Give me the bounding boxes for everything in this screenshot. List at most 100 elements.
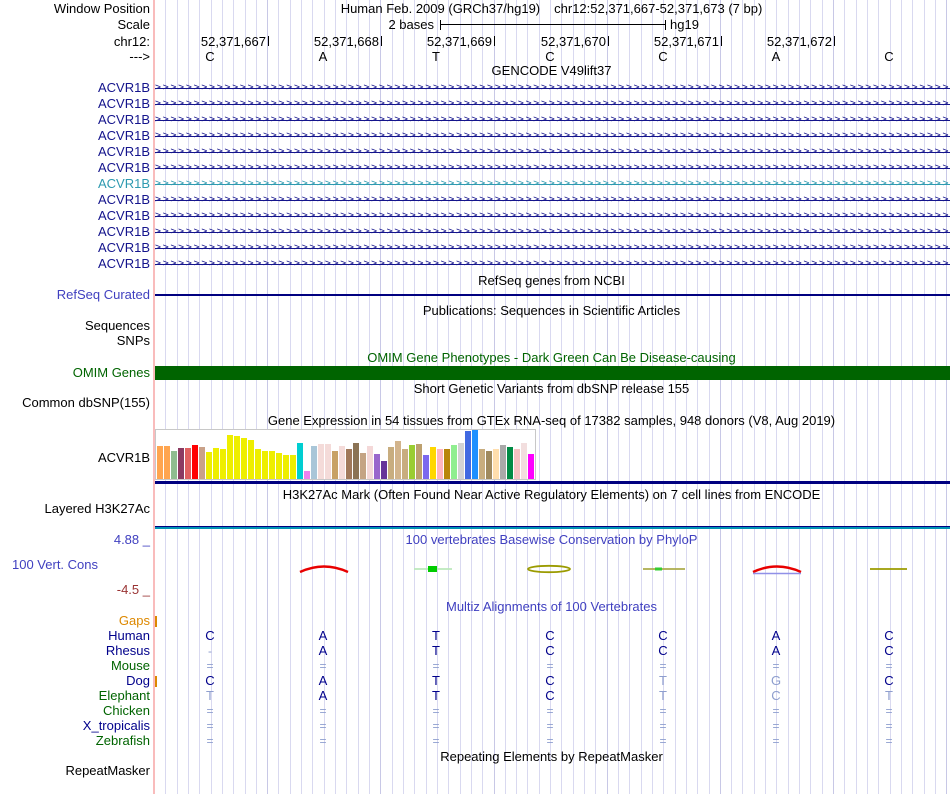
gridline: [844, 0, 845, 794]
transcript-direction-arrows: >>>>>>>>>>>>>>>>>>>>>>>>>>>>>>>>>>>>>>>>…: [155, 162, 950, 173]
multiz-species-label[interactable]: Gaps: [118, 613, 150, 628]
transcript-direction-arrows: >>>>>>>>>>>>>>>>>>>>>>>>>>>>>>>>>>>>>>>>…: [155, 130, 950, 141]
transcript-intron-line: [155, 200, 950, 201]
multiz-species-label[interactable]: Rhesus: [105, 643, 150, 658]
gencode-title: GENCODE V49lift37: [491, 63, 612, 78]
alignment-base: C: [884, 673, 894, 688]
gridline: [709, 0, 710, 794]
alignment-base: =: [885, 704, 893, 718]
alignment-base: C: [771, 688, 781, 703]
conservation-mark: [752, 565, 802, 574]
gtex-tissue-bar: [269, 451, 275, 479]
gtex-tissue-bar: [353, 443, 359, 479]
gtex-tissue-bar: [500, 445, 506, 479]
gtex-tissue-bar: [283, 455, 289, 479]
reference-base: C: [658, 49, 668, 64]
alignment-base: T: [885, 688, 893, 703]
gtex-tissue-bar: [276, 453, 282, 479]
track-label-sequences[interactable]: Sequences: [84, 318, 150, 333]
gridline: [324, 0, 325, 794]
gencode-transcript-label[interactable]: ACVR1B: [97, 224, 150, 239]
multiz-species-label[interactable]: Human: [108, 628, 150, 643]
alignment-gap-tick: [155, 616, 157, 627]
position-tick: [721, 36, 722, 46]
reference-base: C: [545, 49, 555, 64]
gtex-tissue-bar: [472, 430, 478, 479]
multiz-species-label[interactable]: Chicken: [103, 703, 150, 718]
alignment-base: C: [545, 628, 555, 643]
refseq-title: RefSeq genes from NCBI: [478, 273, 625, 288]
h3k27ac-signal-line: [155, 527, 950, 529]
gridline: [924, 0, 925, 794]
transcript-intron-line: [155, 232, 950, 233]
alignment-base: =: [432, 704, 440, 718]
position-number: 52,371,672: [766, 34, 832, 49]
conservation-mark: [655, 567, 662, 571]
gencode-transcript-label[interactable]: ACVR1B: [97, 256, 150, 271]
alignment-base: =: [546, 719, 554, 733]
gridline: [335, 0, 336, 794]
gtex-tissue-bar: [451, 445, 457, 479]
scale-ruler-line: [441, 24, 665, 25]
track-label-100-vert-cons[interactable]: 100 Vert. Cons: [12, 557, 98, 572]
gtex-tissue-bar: [374, 454, 380, 479]
gencode-transcript-label[interactable]: ACVR1B: [97, 128, 150, 143]
alignment-base: G: [770, 673, 782, 688]
gridline: [437, 0, 438, 794]
gencode-transcript-label[interactable]: ACVR1B: [97, 96, 150, 111]
gencode-transcript-label[interactable]: ACVR1B: [97, 208, 150, 223]
alignment-base: T: [432, 643, 440, 658]
gridline: [742, 0, 743, 794]
gridline: [652, 0, 653, 794]
track-label-omim-genes[interactable]: OMIM Genes: [72, 365, 150, 380]
track-label-gtex-gene[interactable]: ACVR1B: [97, 450, 150, 465]
multiz-species-label[interactable]: X_tropicalis: [82, 718, 150, 733]
gridline: [663, 0, 664, 794]
gencode-transcript-label[interactable]: ACVR1B: [97, 160, 150, 175]
gridline: [912, 0, 913, 794]
scale-value: 2 bases: [388, 17, 434, 32]
gencode-transcript-label[interactable]: ACVR1B: [97, 80, 150, 95]
track-label-repeatmasker[interactable]: RepeatMasker: [65, 763, 150, 778]
alignment-base: C: [545, 673, 555, 688]
multiz-species-label[interactable]: Dog: [126, 673, 150, 688]
gridline: [403, 0, 404, 794]
window-position-title: Human Feb. 2009 (GRCh37/hg19) chr12:52,37…: [155, 2, 948, 16]
alignment-base: C: [205, 673, 215, 688]
gencode-transcript-label[interactable]: ACVR1B: [97, 176, 150, 191]
transcript-intron-line: [155, 184, 950, 185]
gridline: [505, 0, 506, 794]
conservation-wiggle-marks: [299, 564, 907, 575]
gencode-transcript-label[interactable]: ACVR1B: [97, 192, 150, 207]
gtex-tissue-bar: [234, 436, 240, 479]
gridline: [301, 0, 302, 794]
gencode-transcript-label[interactable]: ACVR1B: [97, 144, 150, 159]
multiz-species-label[interactable]: Elephant: [98, 688, 150, 703]
alignment-base: =: [206, 659, 214, 673]
track-label-common-dbsnp[interactable]: Common dbSNP(155): [22, 395, 150, 410]
alignment-base: C: [545, 688, 555, 703]
track-label-snps[interactable]: SNPs: [116, 333, 150, 348]
gridline: [312, 0, 313, 794]
gencode-transcript-label[interactable]: ACVR1B: [97, 112, 150, 127]
gridline: [833, 0, 834, 794]
track-label-refseq-curated[interactable]: RefSeq Curated: [56, 287, 150, 302]
gtex-tissue-bar: [395, 441, 401, 479]
track-label-layered-h3k27ac[interactable]: Layered H3K27Ac: [44, 501, 150, 516]
multiz-species-label[interactable]: Zebrafish: [95, 733, 150, 748]
alignment-base: T: [432, 673, 440, 688]
gridline: [516, 0, 517, 794]
gtex-tissue-bar: [297, 443, 303, 479]
h3k27ac-title: H3K27Ac Mark (Often Found Near Active Re…: [282, 487, 821, 502]
gencode-transcript-label[interactable]: ACVR1B: [97, 240, 150, 255]
transcript-direction-arrows: >>>>>>>>>>>>>>>>>>>>>>>>>>>>>>>>>>>>>>>>…: [155, 210, 950, 221]
gridline: [471, 0, 472, 794]
alignment-base: C: [658, 628, 668, 643]
multiz-species-label[interactable]: Mouse: [110, 658, 150, 673]
position-title: chr12:52,371,667-52,371,673 (7 bp): [554, 1, 763, 16]
alignment-base: =: [319, 704, 327, 718]
alignment-base: =: [885, 734, 893, 748]
alignment-base: =: [772, 719, 780, 733]
gtex-tissue-bar: [430, 447, 436, 479]
position-number: 52,371,670: [540, 34, 606, 49]
